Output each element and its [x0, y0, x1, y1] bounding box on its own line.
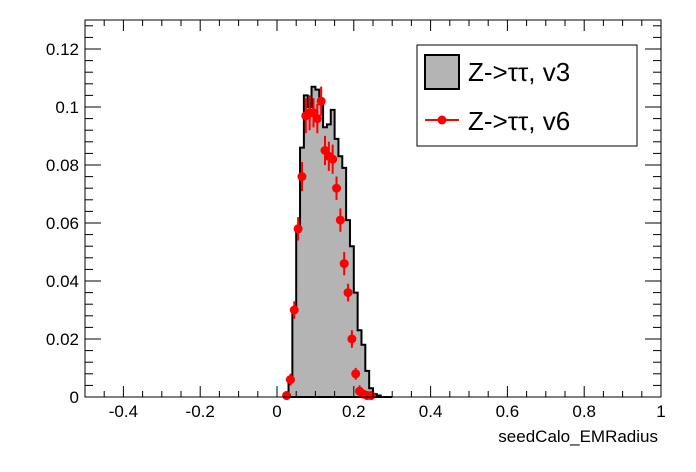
axes-layer: -0.4 -0.2 0 0.2 0.4 0.6 0.8 1 0 0.02 0.04 0.06 0.08 0…: [46, 20, 666, 421]
legend-marker-v6: [437, 115, 447, 125]
data-point-v6: [316, 86, 326, 116]
x-tick-label: 0.8: [572, 402, 596, 421]
legend-box: [416, 44, 638, 147]
y-tick-label: 0.02: [46, 330, 79, 349]
legend-swatch-v3: [424, 54, 460, 90]
y-tick-label: 0.08: [46, 156, 79, 175]
x-tick-label: 0.4: [419, 402, 443, 421]
data-marker: [285, 375, 295, 385]
x-tick-label: 0: [272, 402, 281, 421]
data-marker: [282, 391, 292, 401]
data-point-v6: [347, 330, 357, 348]
x-tick-label: 0.2: [342, 402, 366, 421]
data-point-v6: [343, 283, 353, 302]
x-tick-label: 0.6: [496, 402, 520, 421]
legend-label-v3: Z->ττ, v3: [468, 57, 570, 87]
data-point-v6: [289, 301, 299, 319]
data-marker: [328, 154, 338, 164]
legend-label-v6: Z->ττ, v6: [468, 106, 570, 136]
data-point-v6: [339, 251, 349, 276]
x-tick-label: 1: [656, 402, 665, 421]
data-point-v6: [312, 104, 322, 134]
data-marker: [335, 215, 345, 225]
data-marker: [293, 224, 303, 234]
data-marker: [343, 288, 353, 298]
legend: Z->ττ, v3 Z->ττ, v6: [416, 44, 638, 147]
x-axis-title: seedCalo_EMRadius: [498, 427, 658, 446]
y-tick-label: 0: [70, 388, 79, 407]
data-point-v6: [285, 373, 295, 386]
x-tick-label: -0.4: [109, 402, 138, 421]
data-marker: [312, 114, 322, 124]
data-points-layer: [282, 86, 376, 401]
data-marker: [289, 305, 299, 315]
histogram-v3: [283, 85, 393, 398]
data-marker: [347, 334, 357, 344]
data-point-v6: [351, 367, 361, 380]
data-marker: [332, 183, 342, 193]
data-point-v6: [297, 162, 307, 192]
data-point-v6: [282, 391, 292, 401]
histogram-layer: [283, 85, 393, 398]
data-marker: [351, 369, 361, 379]
y-tick-label: 0.06: [46, 214, 79, 233]
data-marker: [297, 172, 307, 182]
data-marker: [316, 96, 326, 106]
data-marker: [366, 391, 376, 401]
data-point-v6: [335, 208, 345, 232]
x-tick-label: -0.2: [186, 402, 215, 421]
data-point-v6: [366, 391, 376, 401]
data-point-v6: [332, 176, 342, 200]
y-tick-label: 0.04: [46, 272, 79, 291]
y-tick-label: 0.1: [55, 98, 79, 117]
data-marker: [339, 259, 349, 269]
y-tick-label: 0.12: [46, 40, 79, 59]
data-point-v6: [328, 144, 338, 174]
data-point-v6: [293, 217, 303, 241]
